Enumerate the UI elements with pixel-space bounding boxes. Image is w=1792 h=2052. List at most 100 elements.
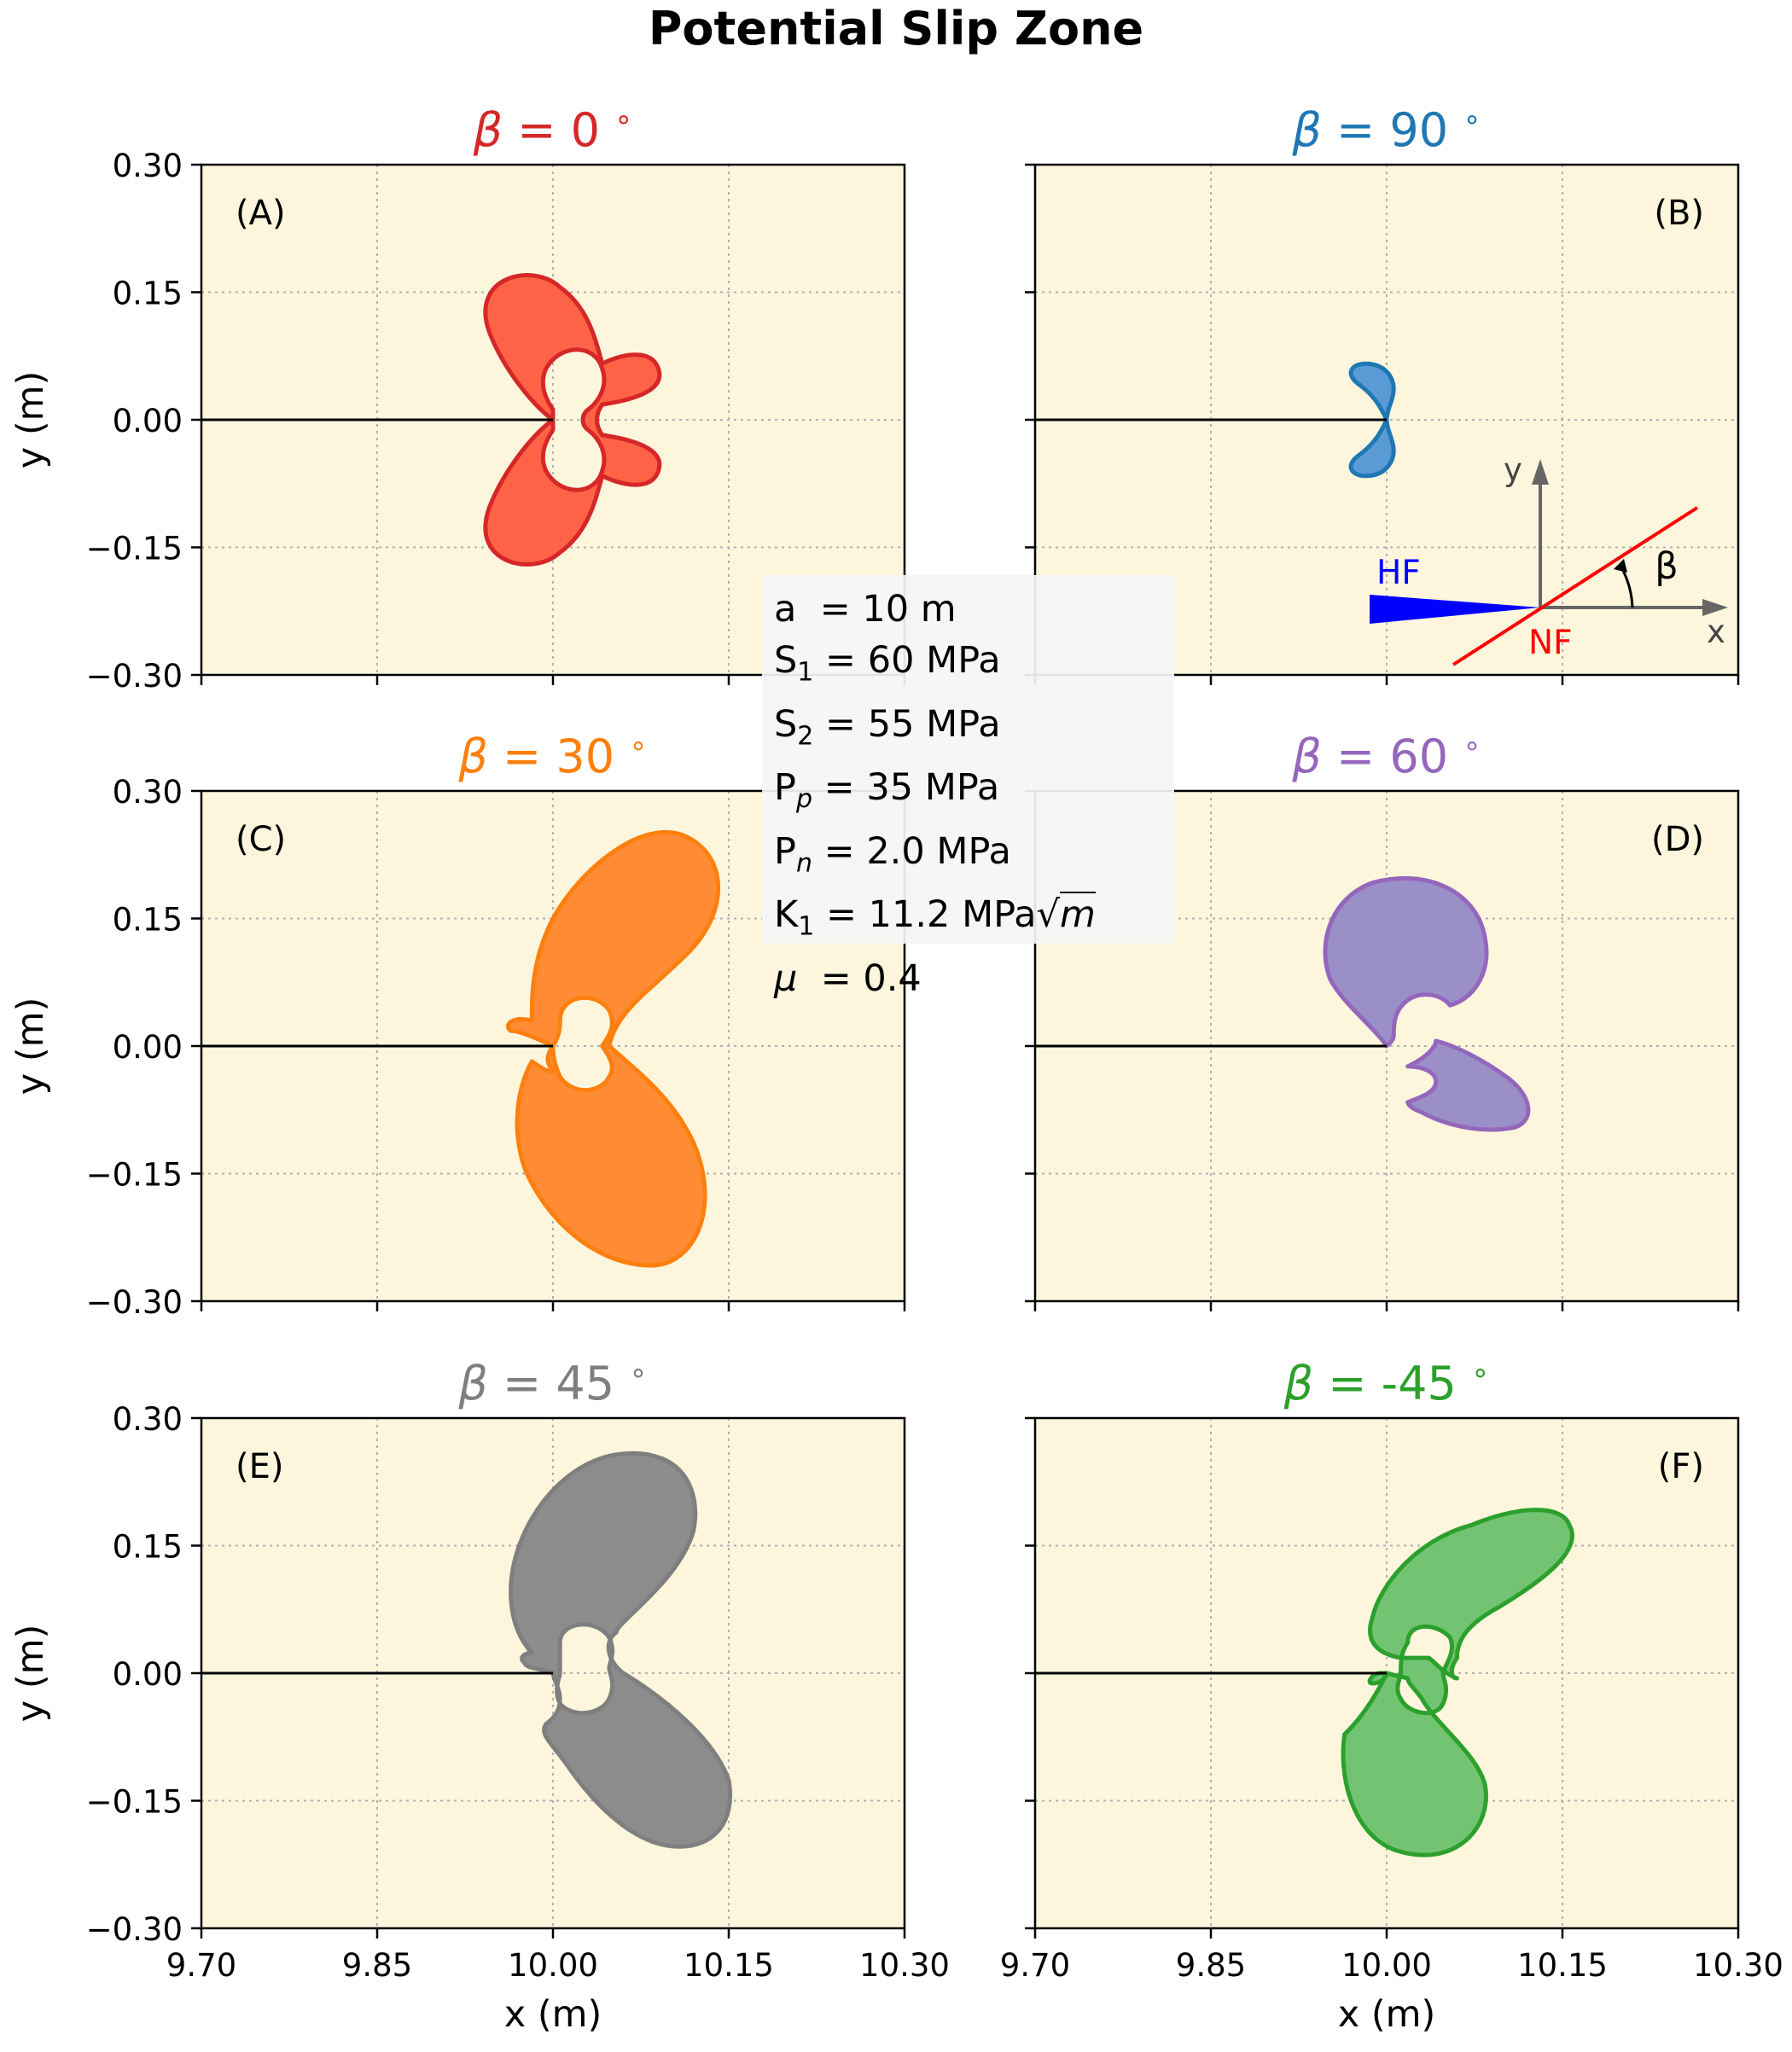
parameter-name: a [774, 588, 797, 631]
panel-a: 0.30 0.15 0.00 −0.15 −0.30 y (m) β = 0 ∘ (A) [9, 102, 906, 695]
parameter-name: P [774, 829, 796, 873]
panel-tag: (B) [1654, 194, 1704, 233]
panel-title: β = 30 ∘ [457, 729, 647, 783]
angle-arrowhead [1614, 559, 1627, 573]
beta-symbol: β [1291, 730, 1321, 783]
y-axis-label: y (m) [9, 371, 52, 469]
parameter-name: P [774, 766, 796, 810]
parameter-subscript: p [795, 784, 812, 815]
x-tick-label: 10.00 [1341, 1947, 1432, 1984]
slip-zone [1323, 875, 1531, 1132]
parameter-unit-tail: m [1059, 892, 1096, 937]
parameter-name: μ [774, 956, 798, 1000]
panel-tag: (A) [236, 194, 286, 233]
x-tick-label: 9.70 [166, 1947, 236, 1984]
nf-label: NF [1528, 624, 1573, 662]
y-axis-label: y (m) [9, 997, 52, 1096]
panel-f: 9.70 9.85 10.00 10.15 10.30 x (m) β = -45 ∘ (F) [1000, 1356, 1783, 2036]
x-axis-label: x (m) [504, 1993, 602, 2036]
y-tick-label: 0.00 [113, 1029, 183, 1066]
parameter-row: μ = 0.4 [774, 953, 1162, 1004]
angle-label: β [1655, 545, 1678, 588]
panel-tag: (D) [1651, 820, 1704, 859]
hf-label: HF [1376, 554, 1421, 592]
panel-title: β = -45 ∘ [1283, 1356, 1490, 1410]
y-tick-label: 0.30 [113, 1401, 183, 1438]
panel-title: β = 0 ∘ [473, 102, 633, 157]
inset-y-label: y [1504, 451, 1522, 488]
x-tick-label: 9.70 [1000, 1947, 1070, 1984]
beta-value: = -45 [1313, 1357, 1471, 1410]
parameter-row: Pn = 2.0 MPa [774, 826, 1162, 890]
y-tick-label: −0.30 [86, 1911, 183, 1948]
x-tick-label: 10.30 [1693, 1947, 1783, 1984]
parameter-row: a = 10 m [774, 584, 1162, 635]
y-arrowhead [1532, 459, 1549, 485]
x-tick-label: 10.00 [508, 1947, 598, 1984]
parameter-subscript: 2 [797, 721, 814, 752]
nf-line [1452, 506, 1699, 666]
parameter-subscript: 1 [797, 657, 814, 688]
panel-tag: (C) [236, 820, 286, 859]
figure-title: Potential Slip Zone [649, 2, 1143, 55]
hf-wedge [1370, 595, 1540, 624]
y-tick-label: 0.15 [113, 1529, 183, 1566]
degree-symbol: ∘ [629, 729, 647, 763]
degree-symbol: ∘ [1463, 729, 1481, 763]
y-tick-label: −0.15 [86, 1157, 183, 1194]
parameter-name: S [774, 639, 798, 682]
x-arrowhead [1702, 599, 1728, 616]
x-axis-label: x (m) [1338, 1993, 1436, 2036]
panel-title: β = 90 ∘ [1291, 102, 1481, 157]
y-tick-label: 0.30 [113, 774, 183, 811]
beta-value: = 60 [1322, 730, 1463, 783]
parameter-value: = 0.4 [797, 956, 922, 1000]
y-axis-label: y (m) [9, 1625, 52, 1723]
parameter-value: = 60 MPa [813, 639, 1001, 682]
parameter-subscript: n [795, 848, 812, 879]
beta-value: = 90 [1322, 103, 1463, 157]
y-tick-label: 0.30 [113, 148, 183, 184]
beta-value: = 0 [503, 103, 614, 157]
slip-zone [1341, 1508, 1574, 1857]
x-tick-label: 9.85 [1176, 1947, 1246, 1984]
degree-symbol: ∘ [1463, 102, 1481, 137]
inset-x-label: x [1707, 613, 1725, 650]
panel-tag: (F) [1658, 1447, 1704, 1486]
beta-symbol: β [473, 103, 503, 157]
panel-e: 0.30 0.15 0.00 −0.15 −0.30 y (m) 9.70 9.85 10.00… [9, 1356, 950, 2036]
parameter-subscript: 1 [798, 911, 815, 942]
parameter-name: K [774, 893, 799, 937]
y-tick-label: 0.00 [113, 1656, 183, 1693]
parameter-value: = 11.2 MPa√ [814, 893, 1060, 937]
parameter-value: = 10 m [796, 588, 957, 631]
y-tick-label: −0.15 [86, 531, 183, 567]
degree-symbol: ∘ [629, 1356, 647, 1390]
parameter-row: S1 = 60 MPa [774, 635, 1162, 699]
parameter-value: = 55 MPa [813, 702, 1001, 746]
beta-value: = 30 [488, 730, 629, 783]
y-tick-label: −0.15 [86, 1784, 183, 1821]
parameter-value: = 35 MPa [812, 766, 1000, 810]
beta-symbol: β [1283, 1357, 1313, 1410]
degree-symbol: ∘ [1471, 1356, 1489, 1390]
beta-symbol: β [1291, 103, 1321, 157]
beta-value: = 45 [488, 1357, 629, 1410]
y-tick-label: −0.30 [86, 1284, 183, 1321]
beta-symbol: β [457, 1357, 487, 1410]
x-tick-label: 10.30 [859, 1947, 950, 1984]
parameter-row: Pp = 35 MPa [774, 762, 1162, 826]
beta-symbol: β [457, 730, 487, 783]
panel-tag: (E) [236, 1447, 283, 1486]
parameter-value: = 2.0 MPa [812, 829, 1011, 873]
slip-zone [509, 1451, 732, 1849]
parameter-row: K1 = 11.2 MPa√m [774, 889, 1162, 953]
x-tick-label: 10.15 [1517, 1947, 1608, 1984]
panel-title: β = 60 ∘ [1291, 729, 1481, 783]
x-tick-label: 9.85 [342, 1947, 412, 1984]
slip-zone [483, 273, 662, 567]
parameter-row: S2 = 55 MPa [774, 699, 1162, 763]
panel-title: β = 45 ∘ [457, 1356, 647, 1410]
y-tick-label: 0.15 [113, 902, 183, 939]
